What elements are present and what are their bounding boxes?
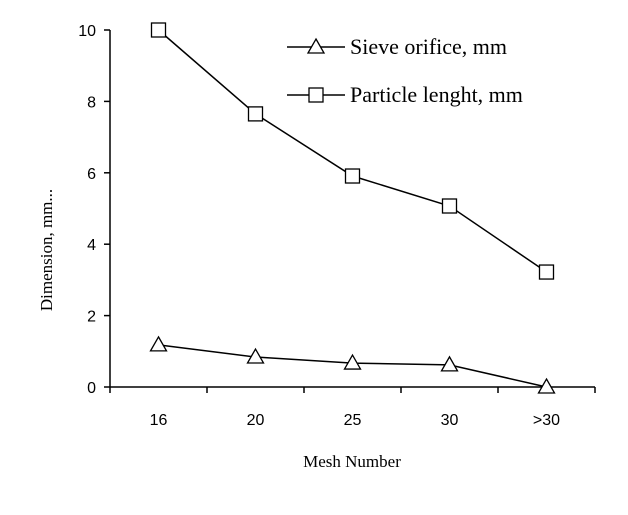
marker <box>441 198 458 214</box>
marker <box>538 264 555 280</box>
x-tick-label: 20 <box>247 412 265 429</box>
marker <box>344 168 361 184</box>
marker <box>537 377 556 394</box>
y-tick-label: 0 <box>87 380 96 397</box>
x-tick-label: 25 <box>344 412 362 429</box>
x-tick-label: 30 <box>441 412 459 429</box>
y-tick-label: 8 <box>87 94 96 111</box>
x-tick-label: 16 <box>150 412 168 429</box>
y-tick-label: 4 <box>87 237 96 254</box>
marker <box>247 106 264 122</box>
y-tick-label: 2 <box>87 309 96 326</box>
y-tick-label: 10 <box>78 23 96 40</box>
marker <box>306 37 326 54</box>
series-line <box>158 29 547 273</box>
legend-label: Particle lenght, mm <box>350 82 523 107</box>
y-tick-label: 6 <box>87 166 96 183</box>
marker <box>246 347 265 364</box>
marker <box>308 87 324 103</box>
x-axis-label: Mesh Number <box>303 452 401 471</box>
marker <box>150 22 167 38</box>
y-axis-label: Dimension, mm... <box>37 189 56 311</box>
marker <box>440 355 459 372</box>
x-tick-label: >30 <box>533 412 560 429</box>
marker <box>343 353 362 370</box>
marker <box>149 335 168 352</box>
legend-label: Sieve orifice, mm <box>350 34 507 59</box>
